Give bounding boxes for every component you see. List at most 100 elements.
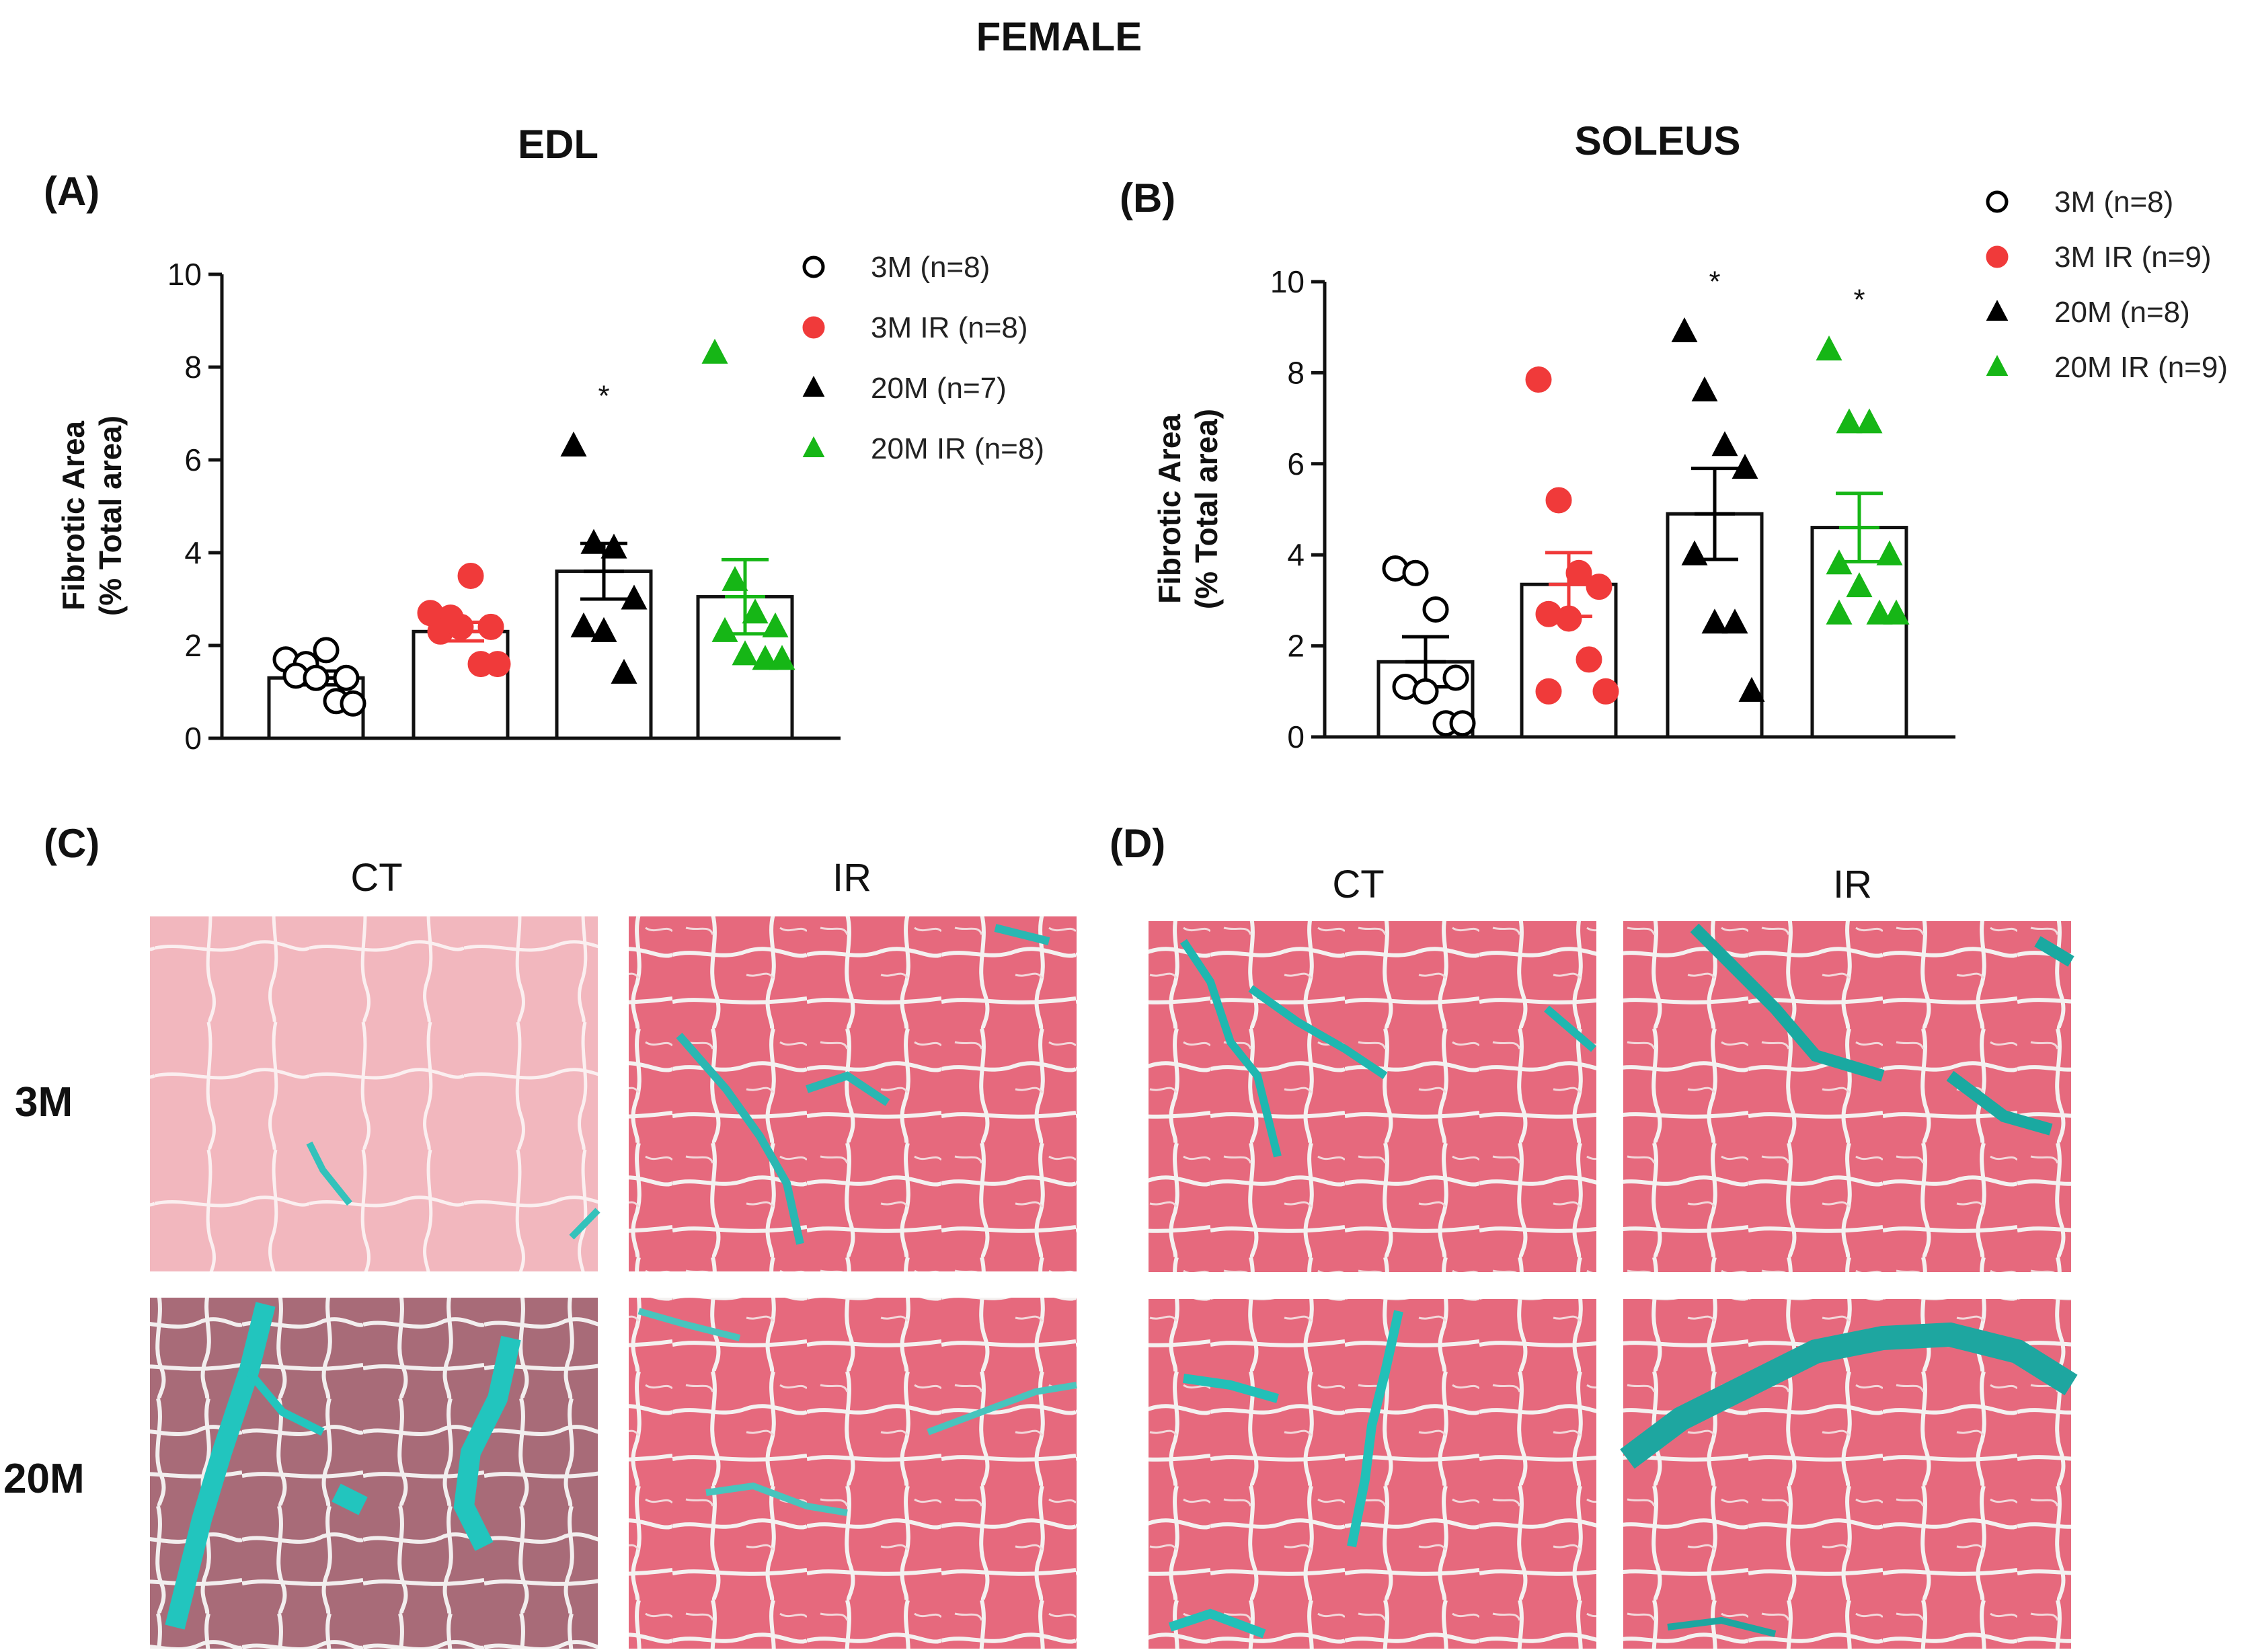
panel-b-point-3 — [1826, 599, 1853, 625]
histology-d-3m-ct — [1149, 921, 1596, 1272]
panel-b-ylabel-line2: (% Total area) — [1189, 409, 1224, 609]
panel-a-point-1 — [457, 563, 484, 589]
panel-b-point-0 — [1449, 710, 1476, 737]
panel-b-point-1 — [1565, 559, 1592, 586]
panel-d-col-ir: IR — [1833, 863, 1872, 906]
panel-b-point-1 — [1592, 678, 1619, 705]
figure-title: FEMALE — [976, 14, 1142, 59]
panel-b-point-0 — [1402, 559, 1429, 586]
panel-b-point-2 — [1711, 431, 1738, 457]
panel-b-point-2 — [1691, 376, 1718, 402]
panel-a-point-2 — [600, 533, 627, 559]
panel-a-point-2 — [570, 612, 597, 637]
panel-a-point-1 — [447, 613, 474, 640]
panel-b-legend-label-3: 20M IR (n=9) — [2054, 351, 2228, 384]
panel-a-ytick-label: 8 — [184, 350, 202, 385]
panel-a-point-2 — [580, 528, 607, 554]
panel-b-significance-2: * — [1709, 265, 1720, 298]
panel-a-point-0 — [340, 690, 366, 717]
panel-b-legend-label-1: 3M IR (n=9) — [2054, 241, 2212, 274]
panel-b-point-3 — [1883, 599, 1910, 625]
panel-a-point-1 — [477, 613, 504, 640]
panel-b-point-3 — [1846, 572, 1873, 598]
panel-a-bar-1 — [412, 629, 510, 740]
panel-b-ytick-label: 6 — [1287, 446, 1305, 481]
panel-a-point-2 — [590, 617, 617, 642]
panel-d-histology: (D) CT IR — [1110, 821, 2078, 1649]
panel-b-marks: ** — [1376, 265, 1910, 739]
panel-a-point-3 — [762, 612, 789, 637]
panel-a-point-0 — [313, 637, 340, 664]
histology-c-20m-ir — [629, 1298, 1077, 1649]
panel-b-point-1 — [1535, 678, 1562, 705]
panel-b-point-3 — [1856, 408, 1883, 434]
panel-a-significance-2: * — [598, 379, 609, 412]
panel-a-legend-marker-1 — [802, 316, 825, 339]
panel-a-legend: 3M (n=8) 3M IR (n=8) 20M (n=7) 20M IR (n=8) — [802, 251, 1044, 465]
panel-b-point-1 — [1525, 366, 1552, 393]
histology-c-3m-ir — [629, 916, 1077, 1271]
panel-a-point-0 — [333, 664, 360, 691]
panel-b-point-0 — [1422, 596, 1449, 623]
panel-a-legend-label-3: 20M IR (n=8) — [871, 432, 1044, 465]
panel-a-legend-label-0: 3M (n=8) — [871, 251, 990, 284]
panel-b-ylabel-line1: Fibrotic Area — [1152, 414, 1187, 604]
panel-a-ylabel-line1: Fibrotic Area — [56, 421, 91, 611]
panel-b-title: SOLEUS — [1575, 118, 1741, 163]
panel-a-title: EDL — [518, 122, 598, 167]
panel-a-point-3 — [752, 645, 779, 670]
histology-c-20m-ct — [150, 1298, 598, 1649]
histology-d-20m-ir — [1620, 1299, 2078, 1649]
panel-a-ytick-label: 6 — [184, 442, 202, 477]
panel-a-point-3 — [769, 645, 795, 670]
panel-a-legend-marker-2 — [802, 375, 825, 397]
panel-a-point-3 — [722, 565, 748, 591]
panel-c-histology: (C) CT IR 3M 20M — [3, 821, 1077, 1649]
panel-b-legend: 3M (n=8) 3M IR (n=9) 20M (n=8) 20M IR (n=9) — [1986, 186, 2228, 384]
panel-a-chart: (A) EDL Fibrotic Area (% Total area) 0 2 4… — [44, 122, 1044, 756]
panel-a-point-3 — [742, 598, 769, 624]
panel-a-point-2 — [611, 658, 637, 684]
panel-b-ytick-label: 8 — [1287, 355, 1305, 390]
panel-b-legend-label-2: 20M (n=8) — [2054, 296, 2190, 329]
panel-b-point-1 — [1576, 646, 1602, 673]
panel-b-point-1 — [1586, 574, 1612, 600]
row-label-20m: 20M — [3, 1456, 85, 1502]
row-label-3m: 3M — [15, 1079, 73, 1126]
panel-a-ylabel-line2: (% Total area) — [93, 416, 128, 616]
histology-c-3m-ct — [150, 916, 600, 1271]
panel-a-ytick-label: 4 — [184, 535, 202, 570]
panel-d-label: (D) — [1110, 821, 1165, 866]
panel-b-legend-marker-1 — [1986, 245, 2009, 268]
panel-a-legend-label-1: 3M IR (n=8) — [871, 311, 1028, 344]
panel-d-col-ct: CT — [1332, 863, 1384, 906]
panel-b-ytick-label: 4 — [1287, 537, 1305, 572]
panel-b-point-3 — [1816, 336, 1842, 361]
panel-b-point-1 — [1545, 487, 1572, 514]
panel-b-point-2 — [1701, 608, 1728, 634]
panel-a-legend-label-2: 20M (n=7) — [871, 372, 1007, 405]
panel-b-point-1 — [1555, 605, 1582, 632]
panel-a-label: (A) — [44, 169, 100, 214]
panel-a-legend-marker-3 — [802, 436, 825, 457]
panel-b-legend-marker-3 — [1986, 354, 2009, 376]
panel-a-point-2 — [621, 584, 648, 610]
panel-a-point-0 — [303, 664, 329, 691]
panel-b-point-3 — [1836, 408, 1863, 434]
panel-a-point-3 — [701, 338, 728, 364]
panel-b-point-3 — [1876, 540, 1903, 565]
panel-a-ytick-label: 10 — [167, 257, 202, 292]
panel-b-ytick-label: 0 — [1287, 719, 1305, 754]
panel-a-point-2 — [560, 431, 587, 457]
panel-b-legend-marker-2 — [1986, 299, 2009, 321]
panel-b-ytick-label: 10 — [1270, 264, 1305, 299]
panel-b-point-0 — [1412, 678, 1439, 705]
panel-b-point-2 — [1732, 454, 1758, 479]
panel-c-col-ct: CT — [350, 856, 402, 900]
panel-b-point-2 — [1671, 317, 1698, 343]
histology-d-3m-ir — [1623, 921, 2074, 1272]
panel-b-label: (B) — [1120, 175, 1175, 221]
panel-a-ytick-label: 0 — [184, 721, 202, 756]
panel-b-point-2 — [1681, 540, 1708, 565]
panel-b-point-2 — [1721, 608, 1748, 634]
